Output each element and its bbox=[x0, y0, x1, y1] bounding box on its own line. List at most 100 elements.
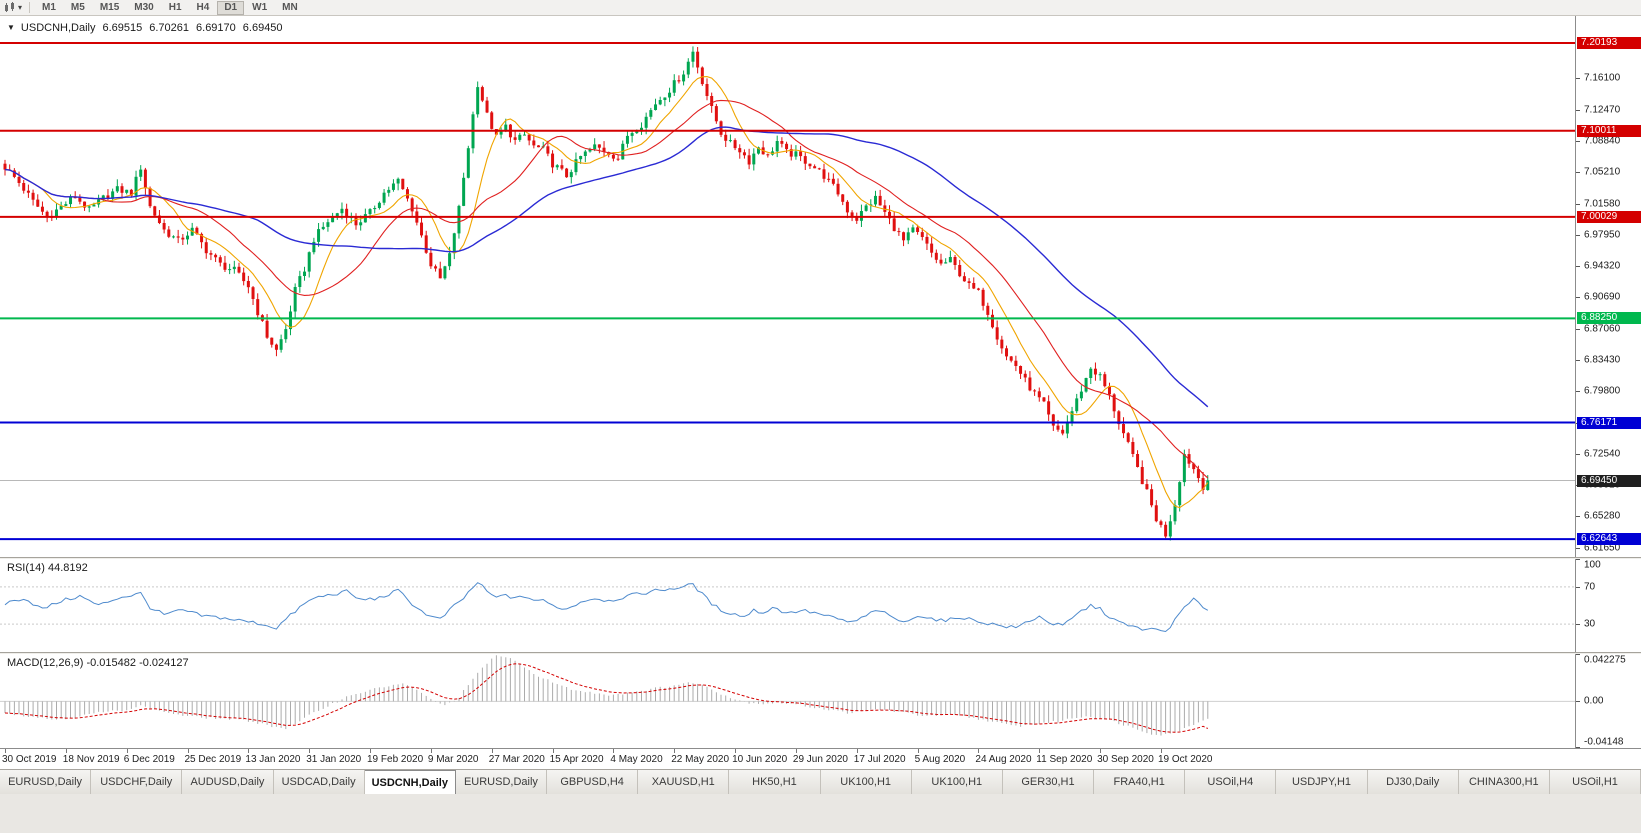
time-axis-tick-mark bbox=[5, 749, 6, 753]
macd-panel: MACD(12,26,9) -0.015482 -0.024127 0.0422… bbox=[0, 654, 1641, 748]
time-axis-tick-mark bbox=[856, 749, 858, 753]
time-axis-date-label: 31 Jan 2020 bbox=[306, 754, 362, 765]
macd-signal-line bbox=[4, 663, 1209, 733]
price-axis[interactable]: 7.16100 7.12470 7.08840 7.05210 7.01580 6.979… bbox=[1575, 16, 1641, 557]
timeframe-button-d1[interactable]: D1 bbox=[217, 0, 245, 15]
chart-tab-usdcnh-daily[interactable]: USDCNH,Daily bbox=[364, 770, 456, 794]
chart-tab-dj30-daily[interactable]: DJ30,Daily bbox=[1367, 770, 1459, 794]
candlestick-chart-icon bbox=[5, 2, 14, 12]
time-axis[interactable]: 30 Oct 2019 18 Nov 2019 6 Dec 2019 25 Dec 2… bbox=[0, 748, 1641, 769]
chart-tab-china300-h1[interactable]: CHINA300,H1 bbox=[1458, 770, 1550, 794]
price-axis-tick-label: 7.12470 bbox=[1584, 104, 1621, 116]
time-axis-tick-mark bbox=[65, 749, 67, 753]
level-price-badge: 7.00029 bbox=[1577, 210, 1641, 223]
time-axis-date-label: 9 Mar 2020 bbox=[427, 754, 479, 765]
price-axis-tick-label: 7.08840 bbox=[1584, 135, 1621, 147]
chart-tab-ger30-h1[interactable]: GER30,H1 bbox=[1002, 770, 1095, 794]
time-axis-tick-mark bbox=[795, 749, 797, 753]
timeframe-button-mn[interactable]: MN bbox=[275, 1, 305, 15]
time-axis-date-label: 4 May 2020 bbox=[610, 754, 663, 765]
timeframe-button-m1[interactable]: M1 bbox=[35, 1, 63, 15]
timeframe-buttons: M1 M5 M15 M30 H1 H4 D1 W1 MN bbox=[35, 0, 305, 15]
time-axis-date-label: 15 Apr 2020 bbox=[549, 754, 604, 765]
time-axis-tick-mark bbox=[917, 749, 919, 753]
price-axis-tick-mark bbox=[1576, 297, 1580, 299]
level-price-badge: 7.10011 bbox=[1577, 124, 1641, 137]
timeframe-toolbar: ▾ M1 M5 M15 M30 H1 H4 D1 W1 MN bbox=[0, 0, 1641, 16]
chart-tab-uk100-h1[interactable]: UK100,H1 bbox=[820, 770, 912, 794]
timeframe-button-h1[interactable]: H1 bbox=[162, 1, 189, 15]
rsi-label: RSI(14) 44.8192 bbox=[7, 562, 88, 574]
timeframe-button-m5[interactable]: M5 bbox=[64, 1, 92, 15]
time-axis-date-label: 17 Jul 2020 bbox=[853, 754, 906, 765]
time-axis-date-label: 11 Sep 2020 bbox=[1036, 754, 1093, 765]
chart-tab-eurusd-daily[interactable]: EURUSD,Daily bbox=[0, 770, 92, 794]
price-axis-tick-mark bbox=[1576, 109, 1580, 111]
rsi-line bbox=[4, 582, 1209, 633]
macd-axis-tick-label: 0.00 bbox=[1584, 695, 1604, 707]
timeframe-button-h4[interactable]: H4 bbox=[190, 1, 217, 15]
macd-axis[interactable]: 0.042275 0.00 -0.04148 bbox=[1575, 654, 1641, 748]
rsi-axis-tick-label: 100 bbox=[1584, 559, 1601, 571]
macd-axis-tick-mark bbox=[1576, 654, 1580, 655]
price-axis-tick-label: 6.90690 bbox=[1584, 291, 1621, 303]
level-price-badge: 6.88250 bbox=[1577, 312, 1641, 325]
chart-tab-usdcad-daily[interactable]: USDCAD,Daily bbox=[273, 770, 365, 794]
price-axis-tick-label: 6.94320 bbox=[1584, 260, 1621, 272]
panel-divider[interactable] bbox=[0, 557, 1641, 559]
macd-histogram bbox=[4, 655, 1209, 736]
time-axis-date-label: 25 Dec 2019 bbox=[184, 754, 242, 765]
price-axis-tick-mark bbox=[1576, 328, 1580, 330]
rsi-panel: RSI(14) 44.8192 100 70 30 bbox=[0, 559, 1641, 652]
price-axis-tick-label: 7.16100 bbox=[1584, 72, 1621, 84]
chart-tab-gbpusd-h4[interactable]: GBPUSD,H4 bbox=[547, 770, 639, 794]
chart-symbol-timeframe: USDCNH,Daily bbox=[20, 22, 96, 34]
chart-tab-usdchf-daily[interactable]: USDCHF,Daily bbox=[91, 770, 183, 794]
collapse-arrow-icon[interactable]: ▼ bbox=[7, 23, 15, 32]
time-axis-tick-mark bbox=[1039, 749, 1041, 753]
timeframe-button-m30[interactable]: M30 bbox=[127, 1, 160, 15]
current-price-badge: 6.69450 bbox=[1577, 474, 1641, 487]
price-chart-canvas[interactable] bbox=[0, 16, 1575, 557]
price-axis-tick-label: 6.61650 bbox=[1584, 542, 1621, 554]
price-axis-tick-label: 6.97950 bbox=[1584, 229, 1621, 241]
chart-toolbar-icon[interactable]: ▾ bbox=[4, 2, 22, 13]
timeframe-button-m15[interactable]: M15 bbox=[93, 1, 126, 15]
ohlc-close: 6.69450 bbox=[242, 22, 283, 34]
time-axis-date-label: 27 Mar 2020 bbox=[488, 754, 545, 765]
chart-tab-audusd-daily[interactable]: AUDUSD,Daily bbox=[182, 770, 274, 794]
rsi-chart-canvas[interactable] bbox=[0, 559, 1575, 652]
time-axis-tick-mark bbox=[674, 749, 676, 753]
chart-tab-eurusd-daily[interactable]: EURUSD,Daily bbox=[455, 770, 548, 794]
chart-tab-uk100-h1[interactable]: UK100,H1 bbox=[911, 770, 1003, 794]
chart-tab-fra40-h1[interactable]: FRA40,H1 bbox=[1094, 770, 1186, 794]
price-axis-tick-mark bbox=[1576, 516, 1580, 518]
ohlc-open: 6.69515 bbox=[102, 22, 143, 34]
price-panel: ▼ USDCNH,Daily 6.69515 6.70261 6.69170 6… bbox=[0, 16, 1641, 557]
level-price-badge: 7.20193 bbox=[1577, 37, 1641, 49]
chart-tab-usdjpy-h1[interactable]: USDJPY,H1 bbox=[1276, 770, 1368, 794]
chart-tab-usoil-h1[interactable]: USOil,H1 bbox=[1549, 770, 1641, 794]
price-axis-tick-mark bbox=[1576, 172, 1580, 174]
rsi-axis[interactable]: 100 70 30 bbox=[1575, 559, 1641, 652]
price-axis-tick-mark bbox=[1576, 78, 1580, 80]
time-axis-tick-mark bbox=[978, 749, 980, 753]
chevron-down-icon: ▾ bbox=[18, 2, 23, 12]
chart-tab-usoil-h4[interactable]: USOil,H4 bbox=[1185, 770, 1277, 794]
time-axis-tick-mark bbox=[187, 749, 189, 753]
panel-divider[interactable] bbox=[0, 652, 1641, 654]
timeframe-button-w1[interactable]: W1 bbox=[245, 1, 274, 15]
macd-label: MACD(12,26,9) -0.015482 -0.024127 bbox=[7, 657, 189, 669]
rsi-axis-tick-mark bbox=[1576, 586, 1580, 588]
time-axis-date-label: 19 Feb 2020 bbox=[367, 754, 424, 765]
price-axis-tick-label: 6.83430 bbox=[1584, 354, 1621, 366]
chart-area: ▼ USDCNH,Daily 6.69515 6.70261 6.69170 6… bbox=[0, 16, 1641, 769]
macd-chart-canvas[interactable] bbox=[0, 654, 1575, 748]
chart-tab-hk50-h1[interactable]: HK50,H1 bbox=[729, 770, 821, 794]
ohlc-high: 6.70261 bbox=[149, 22, 190, 34]
time-axis-tick-mark bbox=[735, 749, 737, 753]
time-axis-date-label: 22 May 2020 bbox=[671, 754, 730, 765]
chart-tab-xauusd-h1[interactable]: XAUUSD,H1 bbox=[638, 770, 730, 794]
time-axis-date-label: 13 Jan 2020 bbox=[245, 754, 301, 765]
toolbar-separator bbox=[29, 2, 31, 13]
